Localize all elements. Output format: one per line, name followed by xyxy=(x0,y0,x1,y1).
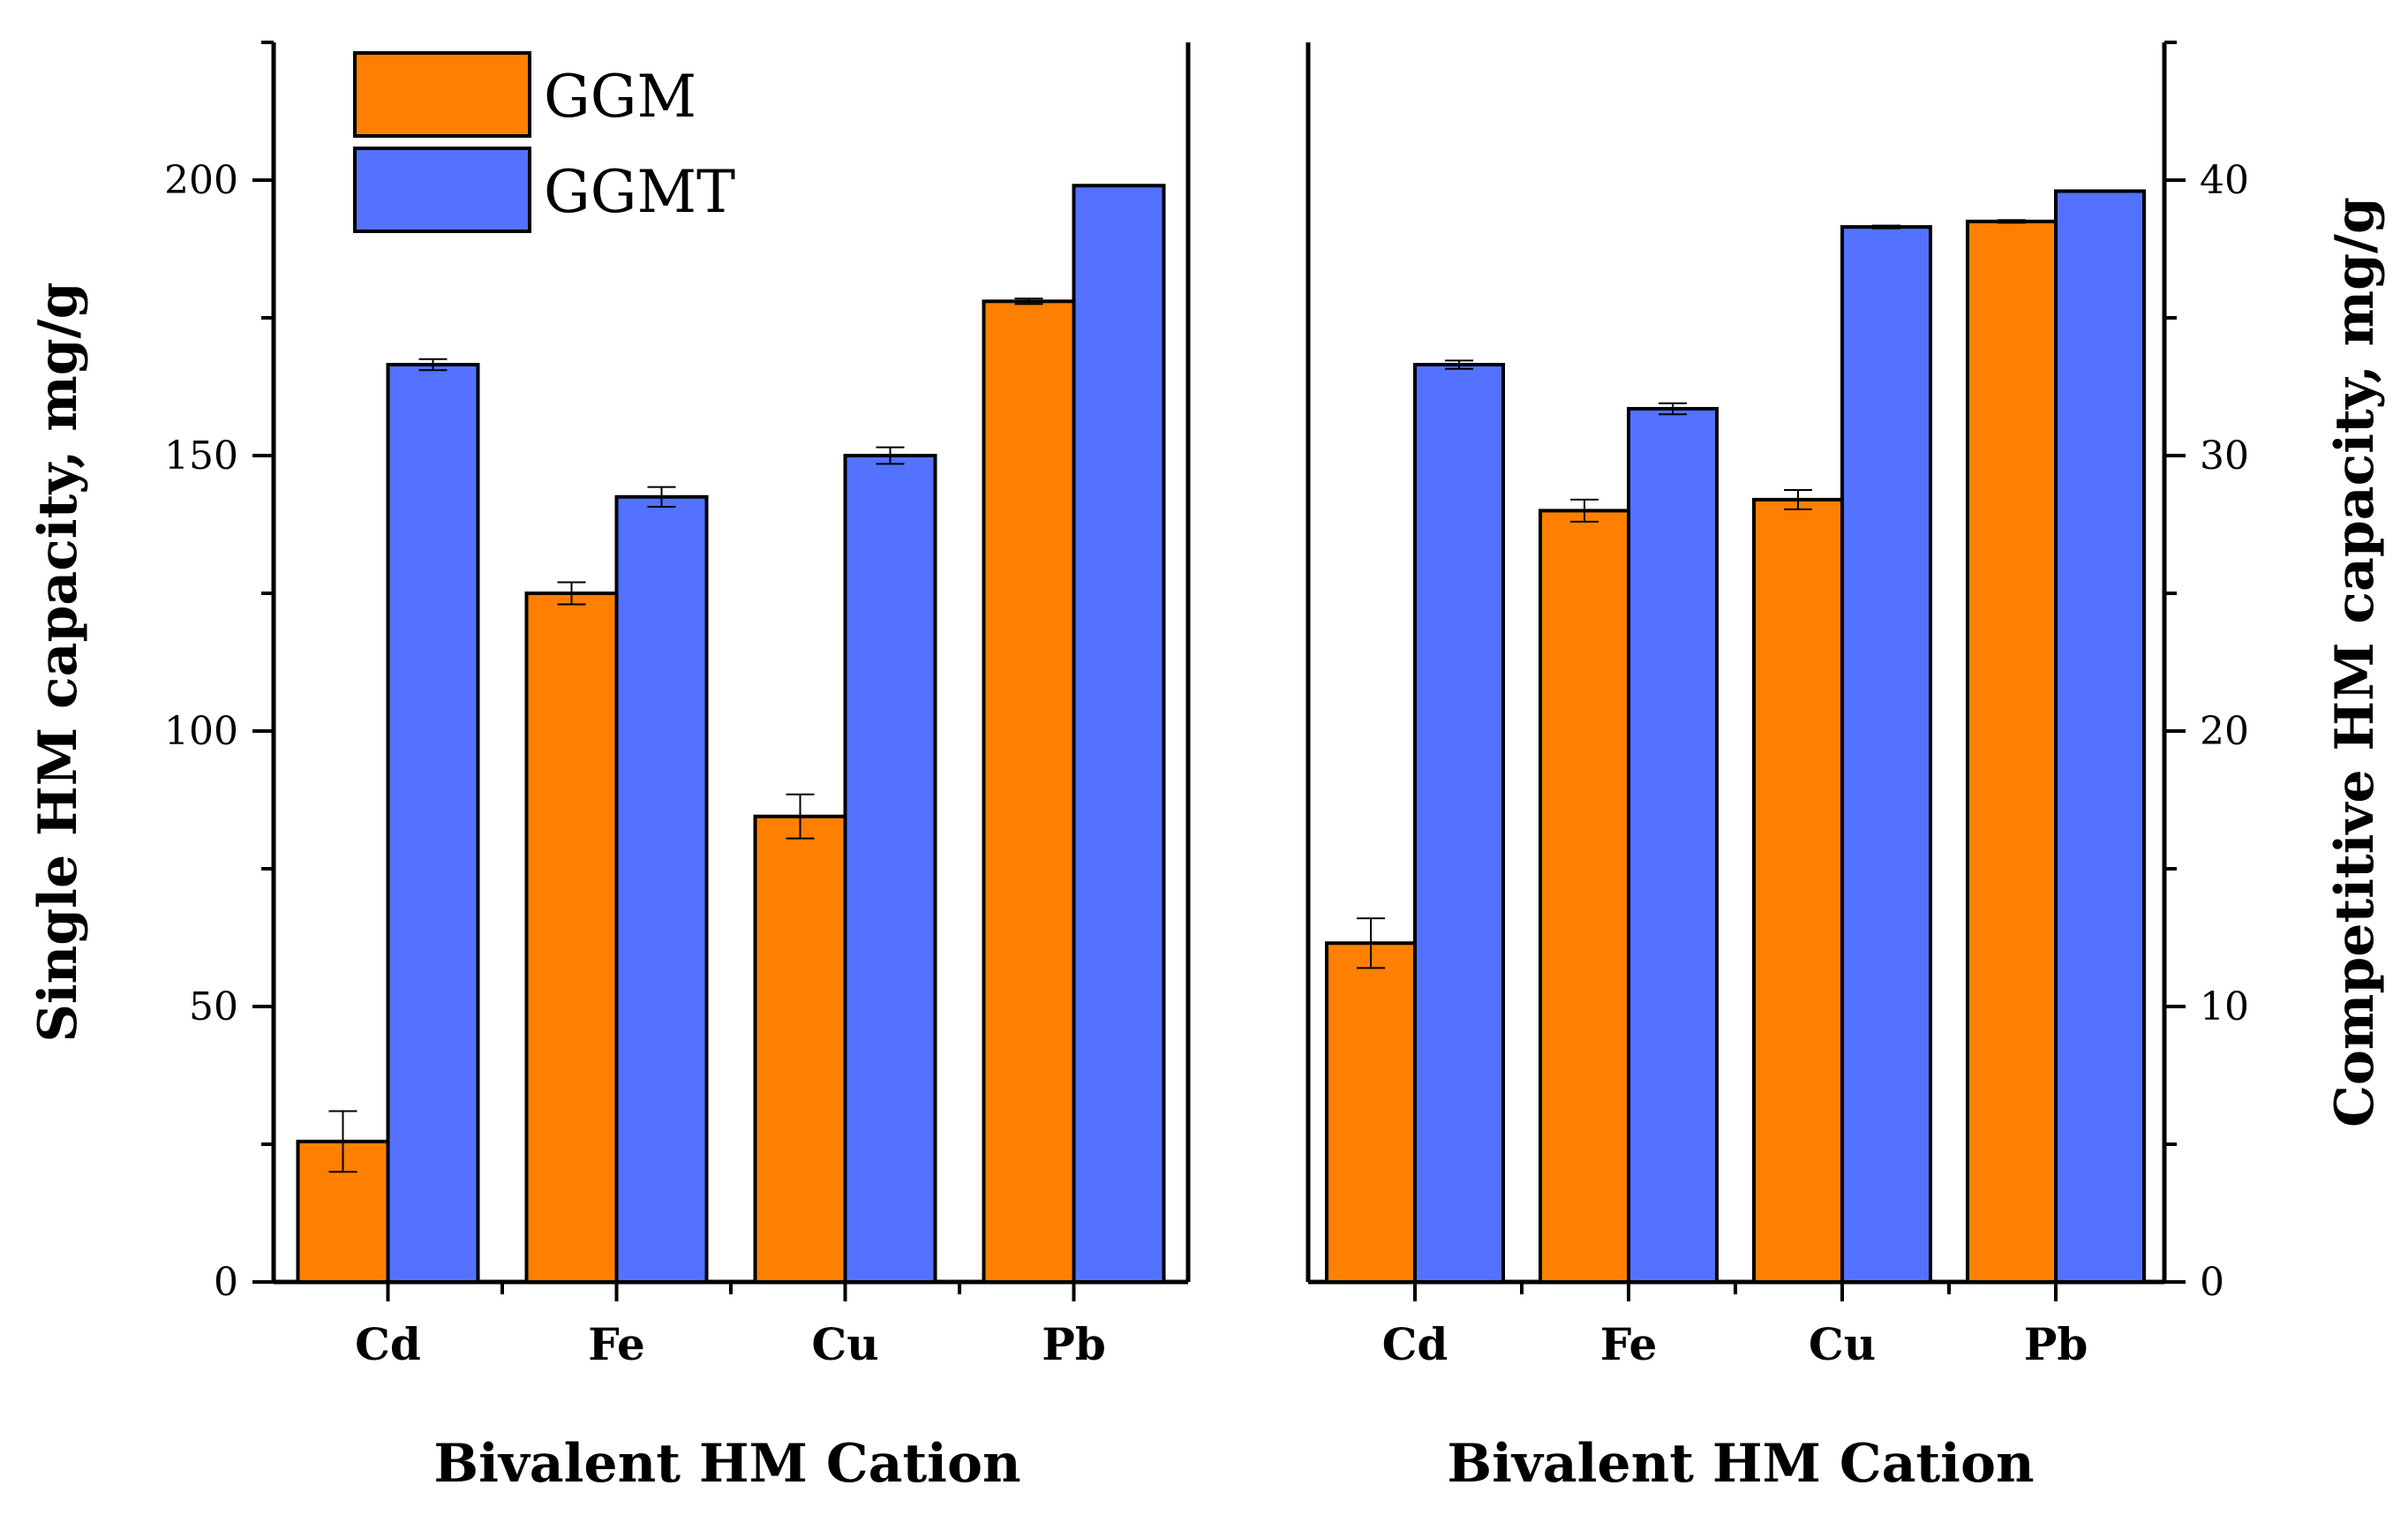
bar-ggmt-pb xyxy=(2054,189,2146,1285)
x-tick-label: Fe xyxy=(1600,1318,1658,1370)
legend-label-ggmt: GGMT xyxy=(544,158,735,226)
bar-ggm-fe xyxy=(1539,509,1630,1284)
y-tick-label: 30 xyxy=(2200,434,2249,479)
x-tick-label: Cd xyxy=(1382,1318,1449,1370)
bar-ggmt-fe xyxy=(1627,406,1719,1284)
x-tick-label: Cu xyxy=(811,1318,878,1370)
legend: GGM GGMT xyxy=(353,51,735,233)
y-tick-label: 20 xyxy=(2200,709,2249,754)
y-tick-label: 200 xyxy=(164,158,238,203)
right-x-axis-title: Bivalent HM Cation xyxy=(1447,1433,2034,1495)
x-tick-label: Cd xyxy=(355,1318,421,1370)
x-tick-label: Fe xyxy=(588,1318,645,1370)
bar-ggm-fe xyxy=(524,592,619,1284)
x-tick-label: Pb xyxy=(1042,1318,1106,1370)
y-tick-label: 100 xyxy=(164,709,238,754)
bar-ggmt-cu xyxy=(1840,225,1932,1284)
right-y-axis-title: Competitive HM capacity, mg/g xyxy=(2324,197,2386,1127)
bar-ggm-cd xyxy=(1325,941,1417,1284)
legend-swatch-ggmt xyxy=(353,147,531,233)
bar-ggmt-fe xyxy=(614,494,709,1284)
bar-ggm-cu xyxy=(1752,497,1844,1284)
y-tick-label: 150 xyxy=(164,434,238,479)
right-chart-panel: 0 10 20 30 40 Cd Fe Cu Pb xyxy=(1306,41,2249,1370)
bar-ggm-pb xyxy=(1966,219,2058,1284)
left-chart-panel: 0 50 100 150 200 Cd Fe Cu Pb xyxy=(164,41,1191,1370)
y-tick-label: 0 xyxy=(2200,1260,2224,1305)
bar-ggm-pb xyxy=(982,299,1076,1284)
y-tick-label: 40 xyxy=(2200,158,2249,203)
left-y-axis-title: Single HM capacity, mg/g xyxy=(27,282,89,1042)
bar-ggmt-cd xyxy=(1413,363,1505,1284)
x-tick-label: Cu xyxy=(1809,1318,1876,1370)
bar-ggmt-pb xyxy=(1072,184,1166,1285)
legend-swatch-ggm xyxy=(353,51,531,138)
y-tick-label: 0 xyxy=(214,1260,238,1305)
bar-ggm-cu xyxy=(753,814,847,1284)
bar-ggmt-cd xyxy=(386,363,480,1284)
y-tick-label: 10 xyxy=(2200,984,2249,1029)
bar-ggmt-cu xyxy=(843,454,937,1284)
left-x-axis-title: Bivalent HM Cation xyxy=(433,1433,1020,1495)
y-tick-label: 50 xyxy=(189,984,238,1029)
legend-label-ggm: GGM xyxy=(544,63,696,131)
x-tick-label: Pb xyxy=(2024,1318,2088,1370)
